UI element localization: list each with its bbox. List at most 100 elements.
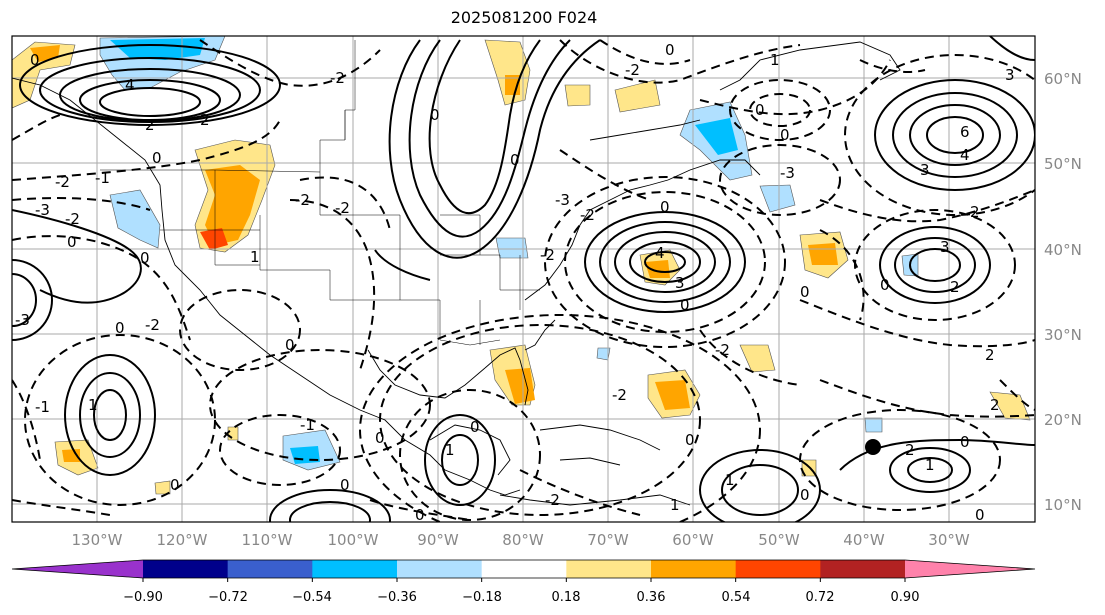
svg-text:0: 0: [152, 149, 162, 167]
svg-text:-2: -2: [715, 341, 730, 359]
colorbar-tick: −0.72: [208, 590, 248, 605]
svg-text:0: 0: [660, 198, 670, 216]
colorbar-tick: 0.54: [722, 590, 751, 605]
colorbar-segment: [312, 560, 398, 578]
svg-text:0: 0: [780, 126, 790, 144]
svg-text:-1: -1: [35, 398, 50, 416]
svg-text:1: 1: [670, 496, 680, 514]
colorbar-segment: [735, 560, 821, 578]
colorbar-extend-low: [12, 560, 143, 578]
colorbar-segment: [397, 560, 483, 578]
svg-text:1: 1: [770, 51, 780, 69]
colorbar-tick: −0.54: [292, 590, 332, 605]
svg-text:4: 4: [960, 146, 970, 164]
svg-text:0: 0: [140, 249, 150, 267]
svg-text:3: 3: [940, 238, 950, 256]
svg-text:0: 0: [880, 276, 890, 294]
svg-text:2: 2: [200, 111, 210, 129]
svg-text:3: 3: [920, 161, 930, 179]
lon-label: 80°W: [502, 531, 544, 549]
lon-label: 50°W: [758, 531, 800, 549]
colorbar-extend-high: [905, 560, 1035, 578]
svg-text:0: 0: [680, 296, 690, 314]
colorbar-tick: 0.90: [891, 590, 920, 605]
svg-text:0: 0: [960, 433, 970, 451]
colorbar-segment: [227, 560, 313, 578]
lon-label: 90°W: [417, 531, 459, 549]
contours-negative: [12, 39, 1035, 522]
colorbar-segments: [11, 559, 1036, 582]
lat-label: 10°N: [1044, 496, 1082, 514]
svg-text:-2: -2: [330, 69, 345, 87]
svg-text:1: 1: [445, 441, 455, 459]
svg-text:0: 0: [800, 283, 810, 301]
colorbar-segment: [820, 560, 906, 578]
colorbar-tick: −0.18: [462, 590, 502, 605]
svg-text:4: 4: [655, 244, 665, 262]
colorbar-tick: 0.36: [637, 590, 666, 605]
contour-labels: 0 4 2 2 0 -2 -1 -3 -2 0 -3 0 -2 0 -1 1 0…: [15, 41, 1015, 524]
svg-text:0: 0: [340, 476, 350, 494]
svg-text:0: 0: [375, 429, 385, 447]
svg-text:1: 1: [725, 471, 735, 489]
lat-label: 40°N: [1044, 241, 1082, 259]
lat-label: 60°N: [1044, 70, 1082, 88]
lon-label: 60°W: [672, 531, 714, 549]
svg-text:2: 2: [905, 441, 915, 459]
svg-text:-2: -2: [145, 316, 160, 334]
svg-text:0: 0: [170, 476, 180, 494]
longitude-labels: 130°W 120°W 110°W 100°W 90°W 80°W 70°W 6…: [72, 531, 970, 549]
colorbar-tick: −0.36: [377, 590, 417, 605]
svg-text:1: 1: [250, 248, 260, 266]
lon-label: 100°W: [328, 531, 379, 549]
svg-text:2: 2: [950, 278, 960, 296]
lat-label: 20°N: [1044, 411, 1082, 429]
svg-text:0: 0: [430, 106, 440, 124]
svg-text:0: 0: [755, 101, 765, 119]
svg-text:0: 0: [800, 486, 810, 504]
svg-text:4: 4: [125, 76, 135, 94]
svg-text:-3: -3: [555, 191, 570, 209]
svg-text:2: 2: [990, 396, 1000, 414]
svg-text:3: 3: [675, 274, 685, 292]
colorbar-segment: [143, 560, 229, 578]
svg-text:-2: -2: [335, 199, 350, 217]
location-marker: [865, 439, 881, 455]
colorbar-segment: [481, 560, 567, 578]
svg-text:2: 2: [145, 116, 155, 134]
svg-text:0: 0: [115, 319, 125, 337]
lon-label: 130°W: [72, 531, 123, 549]
svg-text:0: 0: [67, 233, 77, 251]
lon-label: 120°W: [157, 531, 208, 549]
svg-text:-2: -2: [295, 191, 310, 209]
svg-text:-2: -2: [580, 206, 595, 224]
svg-text:6: 6: [960, 123, 970, 141]
colorbar-tick: 0.72: [806, 590, 835, 605]
svg-text:0: 0: [685, 431, 695, 449]
svg-text:0: 0: [510, 151, 520, 169]
svg-text:-1: -1: [300, 416, 315, 434]
svg-text:2: 2: [970, 203, 980, 221]
map-border: [11, 35, 1036, 523]
svg-text:1: 1: [925, 456, 935, 474]
colorbar-tick: 0.18: [552, 590, 581, 605]
lon-label: 110°W: [242, 531, 293, 549]
lon-label: 70°W: [587, 531, 629, 549]
svg-text:-2: -2: [612, 386, 627, 404]
svg-text:-3: -3: [35, 201, 50, 219]
svg-text:-3: -3: [15, 311, 30, 329]
colorbar-outline: [11, 559, 1036, 579]
weather-map: 0 4 2 2 0 -2 -1 -3 -2 0 -3 0 -2 0 -1 1 0…: [11, 35, 1082, 549]
svg-text:0: 0: [285, 336, 295, 354]
colorbar-ticks: −0.90 −0.72 −0.54 −0.36 −0.18 0.18 0.36 …: [123, 590, 919, 605]
lon-label: 30°W: [928, 531, 970, 549]
map-title: 2025081200 F024: [450, 8, 598, 27]
svg-text:-2: -2: [540, 246, 555, 264]
svg-text:-3: -3: [780, 164, 795, 182]
svg-text:-2: -2: [55, 173, 70, 191]
svg-text:-2: -2: [625, 61, 640, 79]
svg-text:0: 0: [470, 418, 480, 436]
svg-text:0: 0: [975, 506, 985, 524]
latitude-labels: 60°N 50°N 40°N 30°N 20°N 10°N: [1044, 70, 1082, 514]
svg-text:0: 0: [665, 41, 675, 59]
